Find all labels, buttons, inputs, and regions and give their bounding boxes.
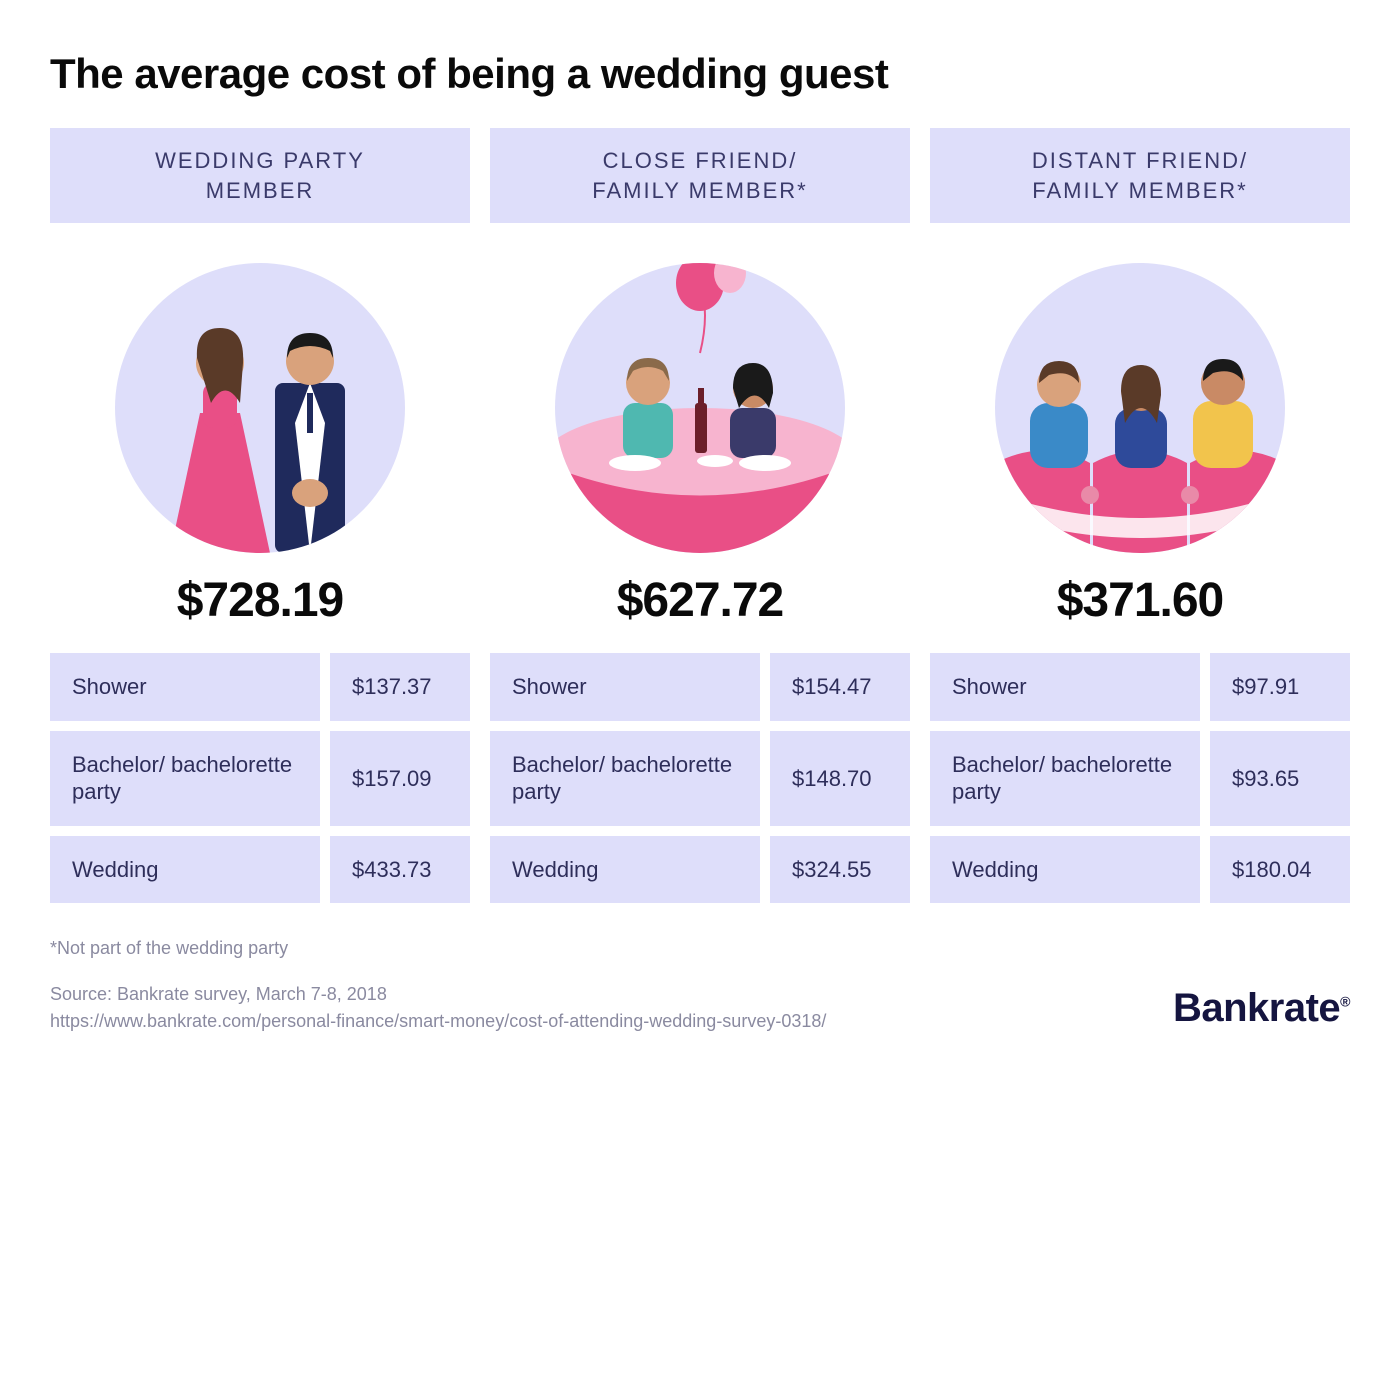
row-label: Shower — [930, 653, 1200, 721]
page-title: The average cost of being a wedding gues… — [50, 50, 1350, 98]
row-value: $148.70 — [770, 731, 910, 826]
row-label: Shower — [50, 653, 320, 721]
row-value: $137.37 — [330, 653, 470, 721]
col-header-close-friend: CLOSE FRIEND/FAMILY MEMBER* — [490, 128, 910, 223]
header-row: WEDDING PARTYMEMBER CLOSE FRIEND/FAMILY … — [50, 128, 1350, 223]
total-distant-friend: $371.60 — [930, 563, 1350, 653]
bankrate-logo: Bankrate® — [1173, 986, 1350, 1035]
breakdown-close-friend: Shower $154.47 Bachelor/ bachelorette pa… — [490, 653, 910, 903]
row-value: $157.09 — [330, 731, 470, 826]
row-value: $93.65 — [1210, 731, 1350, 826]
close-friend-icon — [555, 263, 845, 553]
breakdown-wedding-party: Shower $137.37 Bachelor/ bachelorette pa… — [50, 653, 470, 903]
row-label: Wedding — [50, 836, 320, 904]
row-value: $324.55 — [770, 836, 910, 904]
row-label: Wedding — [930, 836, 1200, 904]
col-header-wedding-party: WEDDING PARTYMEMBER — [50, 128, 470, 223]
breakdown-distant-friend: Shower $97.91 Bachelor/ bachelorette par… — [930, 653, 1350, 903]
row-label: Wedding — [490, 836, 760, 904]
total-close-friend: $627.72 — [490, 563, 910, 653]
total-wedding-party: $728.19 — [50, 563, 470, 653]
illustration-row — [50, 223, 1350, 563]
row-value: $180.04 — [1210, 836, 1350, 904]
col-header-distant-friend: DISTANT FRIEND/FAMILY MEMBER* — [930, 128, 1350, 223]
row-value: $154.47 — [770, 653, 910, 721]
wedding-party-icon — [115, 263, 405, 553]
totals-row: $728.19 $627.72 $371.60 — [50, 563, 1350, 653]
footnote: *Not part of the wedding party — [50, 938, 1350, 959]
row-label: Bachelor/ bachelorette party — [490, 731, 760, 826]
distant-friend-icon — [995, 263, 1285, 553]
row-value: $97.91 — [1210, 653, 1350, 721]
breakdown-row: Shower $137.37 Bachelor/ bachelorette pa… — [50, 653, 1350, 903]
row-label: Bachelor/ bachelorette party — [50, 731, 320, 826]
footer: Source: Bankrate survey, March 7-8, 2018… — [50, 959, 1350, 1035]
row-value: $433.73 — [330, 836, 470, 904]
source-text: Source: Bankrate survey, March 7-8, 2018… — [50, 981, 826, 1035]
row-label: Bachelor/ bachelorette party — [930, 731, 1200, 826]
row-label: Shower — [490, 653, 760, 721]
